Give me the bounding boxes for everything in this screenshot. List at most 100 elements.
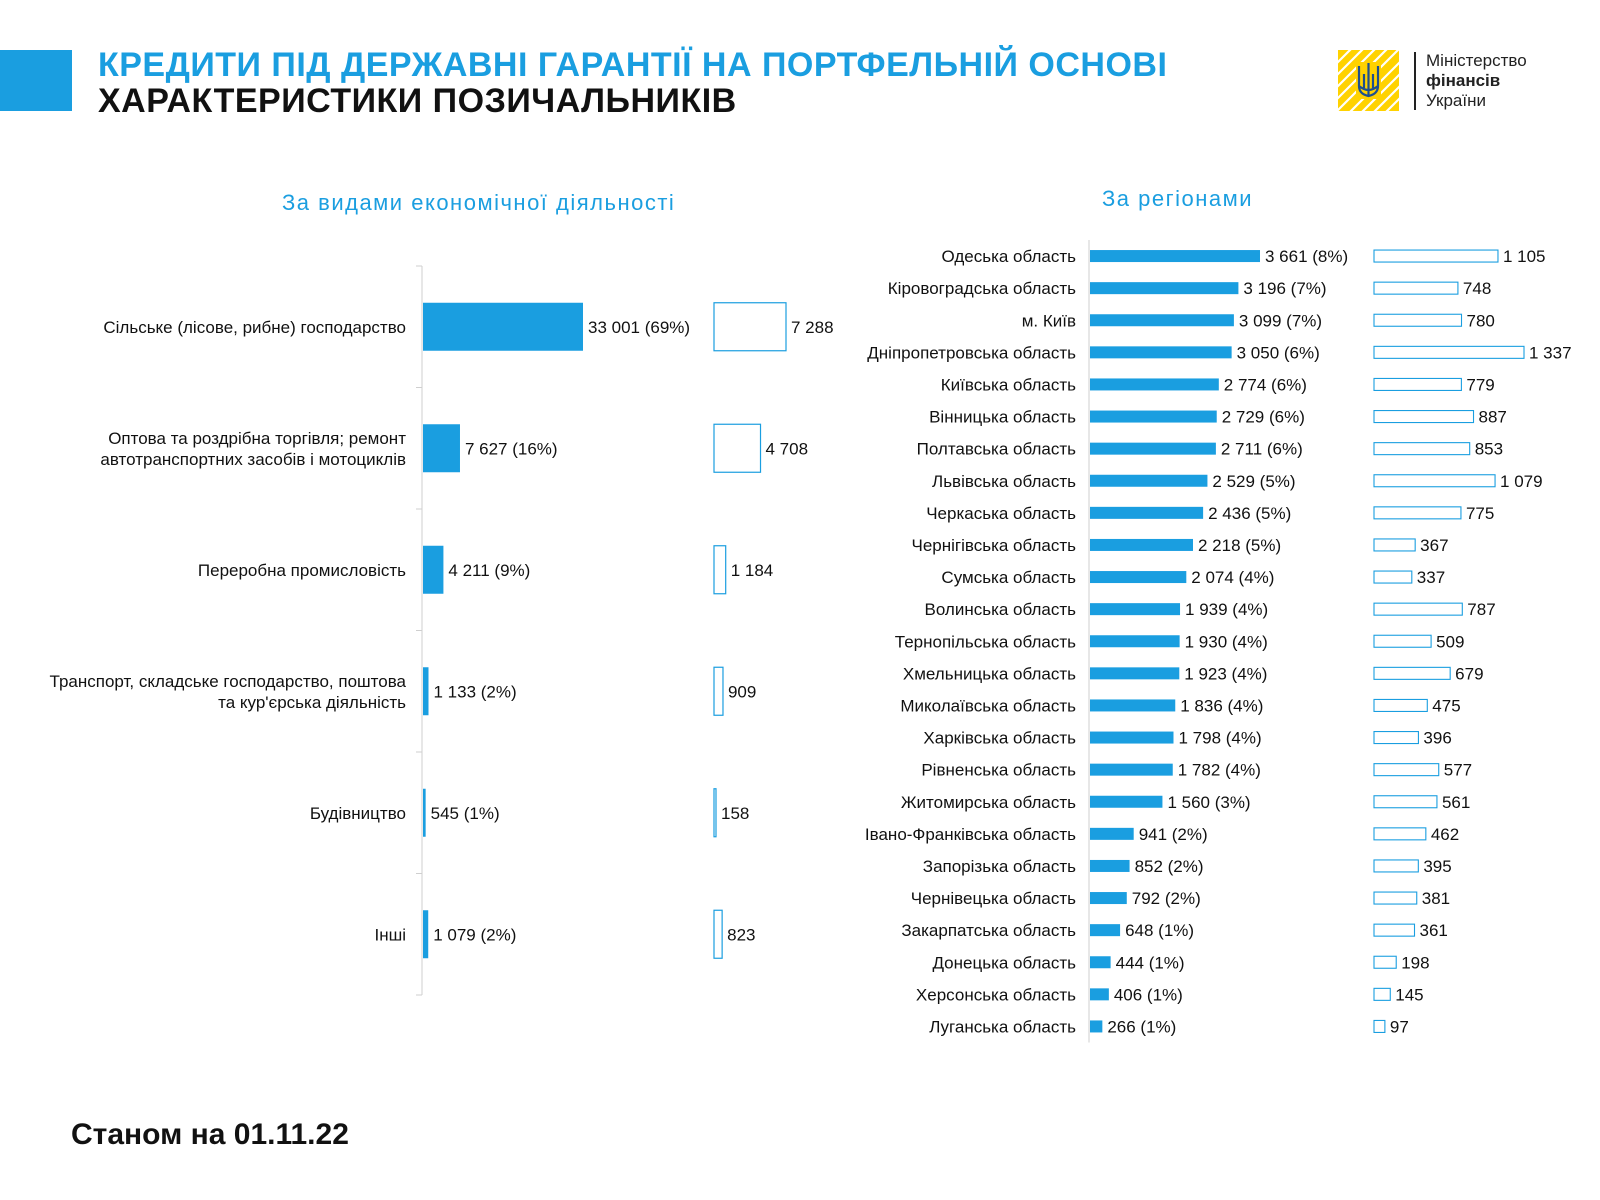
regions-bar-borrowers — [1373, 666, 1451, 680]
regions-bar-loans-label: 406 (1%) — [1114, 985, 1183, 1004]
regions-category-label: Миколаївська область — [900, 696, 1076, 715]
activity-bar-loans — [423, 424, 460, 473]
page-subtitle: ХАРАКТЕРИСТИКИ ПОЗИЧАЛЬНИКІВ — [98, 82, 737, 120]
regions-bar-loans-label: 1 798 (4%) — [1178, 729, 1261, 748]
regions-bar-loans-label: 852 (2%) — [1135, 857, 1204, 876]
regions-bar-borrowers-label: 779 — [1466, 375, 1494, 394]
header-accent-block — [0, 50, 72, 111]
regions-bar-borrowers-label: 1 337 — [1529, 343, 1572, 362]
chart-activity-title: За видами економічної діяльності — [282, 190, 676, 215]
activity-bar-loans-label: 7 627 (16%) — [465, 439, 558, 458]
regions-bar-loans — [1090, 667, 1180, 680]
regions-bar-loans-label: 3 099 (7%) — [1239, 311, 1322, 330]
regions-bar-loans — [1090, 538, 1193, 551]
regions-bar-borrowers — [1373, 827, 1427, 841]
regions-bar-loans — [1090, 442, 1216, 455]
regions-bar-loans — [1090, 924, 1121, 937]
chart-regions-title: За регіонами — [1102, 186, 1254, 211]
regions-bar-loans — [1090, 250, 1260, 263]
regions-category-label: Харківська область — [923, 729, 1076, 748]
regions-bar-borrowers-label: 396 — [1423, 729, 1451, 748]
regions-bar-borrowers — [1373, 377, 1462, 392]
regions-bar-loans-label: 3 196 (7%) — [1243, 279, 1326, 298]
activity-bar-loans — [423, 667, 429, 716]
activity-bar-loans-label: 1 133 (2%) — [433, 682, 516, 701]
regions-bar-loans-label: 2 711 (6%) — [1221, 440, 1303, 459]
regions-bar-borrowers-label: 853 — [1475, 440, 1503, 459]
activity-bar-borrowers-label: 4 708 — [766, 439, 809, 458]
regions-bar-borrowers-label: 361 — [1420, 921, 1448, 940]
regions-bar-borrowers — [1373, 891, 1418, 905]
regions-bar-borrowers — [1373, 602, 1463, 616]
regions-category-label: Чернівецька область — [911, 889, 1076, 908]
regions-category-label: Рівненська область — [921, 761, 1076, 780]
regions-bar-borrowers — [1373, 730, 1419, 745]
regions-bar-loans — [1090, 346, 1232, 359]
regions-bar-borrowers — [1373, 859, 1419, 873]
regions-category-label: Кіровоградська область — [888, 279, 1076, 298]
regions-bar-loans — [1090, 795, 1163, 808]
ministry-name: Міністерство фінансів України — [1426, 51, 1527, 111]
regions-category-label: Полтавська область — [917, 440, 1077, 459]
activity-category-label-line: Переробна промисловість — [198, 561, 406, 580]
regions-bar-loans-label: 1 560 (3%) — [1167, 793, 1250, 812]
regions-bar-borrowers — [1373, 281, 1459, 295]
regions-bar-loans-label: 1 930 (4%) — [1185, 632, 1268, 651]
regions-bar-loans — [1090, 763, 1173, 776]
regions-bar-loans — [1090, 410, 1217, 423]
regions-bar-borrowers-label: 475 — [1432, 696, 1460, 715]
regions-bar-loans-label: 444 (1%) — [1116, 953, 1185, 972]
regions-bar-borrowers — [1373, 538, 1416, 552]
activity-bar-loans-label: 1 079 (2%) — [433, 925, 516, 944]
regions-category-label: Закарпатська область — [901, 921, 1076, 940]
activity-bar-borrowers — [713, 545, 727, 595]
ministry-name-line1: Міністерство — [1426, 51, 1527, 70]
regions-bar-borrowers-label: 1 105 — [1503, 247, 1546, 266]
regions-category-label: м. Київ — [1022, 311, 1076, 330]
regions-bar-loans — [1090, 314, 1234, 327]
regions-category-label: Одеська область — [941, 247, 1076, 266]
regions-bar-borrowers — [1373, 506, 1462, 520]
regions-bar-loans-label: 3 050 (6%) — [1237, 343, 1320, 362]
activity-bar-loans — [423, 302, 583, 351]
regions-bar-loans-label: 941 (2%) — [1139, 825, 1208, 844]
regions-bar-borrowers-label: 748 — [1463, 279, 1491, 298]
regions-category-label: Чернігівська область — [911, 536, 1076, 555]
regions-category-label: Київська область — [941, 375, 1076, 394]
activity-category-label-line: Інші — [374, 925, 406, 944]
regions-bar-borrowers-label: 145 — [1395, 985, 1423, 1004]
regions-category-label: Запорізька область — [923, 857, 1076, 876]
activity-category-label-line: автотранспортних засобів і мотоциклів — [100, 450, 406, 469]
activity-bar-borrowers — [713, 666, 724, 716]
activity-bar-borrowers — [713, 788, 717, 838]
regions-bar-borrowers-label: 381 — [1422, 889, 1450, 908]
activity-category-label: Переробна промисловість — [198, 561, 406, 580]
activity-bar-borrowers-label: 1 184 — [731, 561, 774, 580]
regions-bar-loans — [1090, 827, 1134, 840]
activity-bar-borrowers-label: 158 — [721, 804, 749, 823]
regions-bar-loans — [1090, 474, 1208, 487]
regions-bar-borrowers — [1373, 763, 1440, 777]
activity-category-label: Оптова та роздрібна торгівля; ремонт авто… — [100, 429, 406, 469]
regions-category-label: Луганська область — [929, 1017, 1076, 1036]
regions-bar-loans — [1090, 506, 1204, 519]
regions-bar-borrowers — [1373, 474, 1496, 488]
ministry-logo — [1326, 38, 1410, 122]
activity-category-label-line: Будівництво — [310, 804, 406, 823]
regions-bar-borrowers — [1373, 570, 1413, 584]
regions-bar-loans-label: 2 436 (5%) — [1208, 504, 1291, 523]
activity-category-label: Сільське (лісове, рибне) господарство — [103, 318, 406, 337]
regions-category-label: Тернопільська область — [895, 632, 1076, 651]
regions-bar-loans-label: 648 (1%) — [1125, 921, 1194, 940]
regions-bar-loans — [1090, 571, 1187, 584]
page-title: КРЕДИТИ ПІД ДЕРЖАВНІ ГАРАНТІЇ НА ПОРТФЕЛ… — [98, 46, 1168, 84]
regions-category-label: Хмельницька область — [903, 664, 1076, 683]
regions-bar-loans — [1090, 892, 1127, 905]
regions-bar-loans — [1090, 282, 1239, 295]
activity-category-label-line: Транспорт, складське господарство, пошто… — [50, 672, 407, 691]
regions-bar-borrowers-label: 462 — [1431, 825, 1459, 844]
activity-bar-loans-label: 545 (1%) — [431, 804, 500, 823]
regions-bar-borrowers-label: 887 — [1479, 408, 1507, 427]
regions-category-label: Черкаська область — [926, 504, 1076, 523]
regions-category-label: Волинська область — [924, 600, 1076, 619]
